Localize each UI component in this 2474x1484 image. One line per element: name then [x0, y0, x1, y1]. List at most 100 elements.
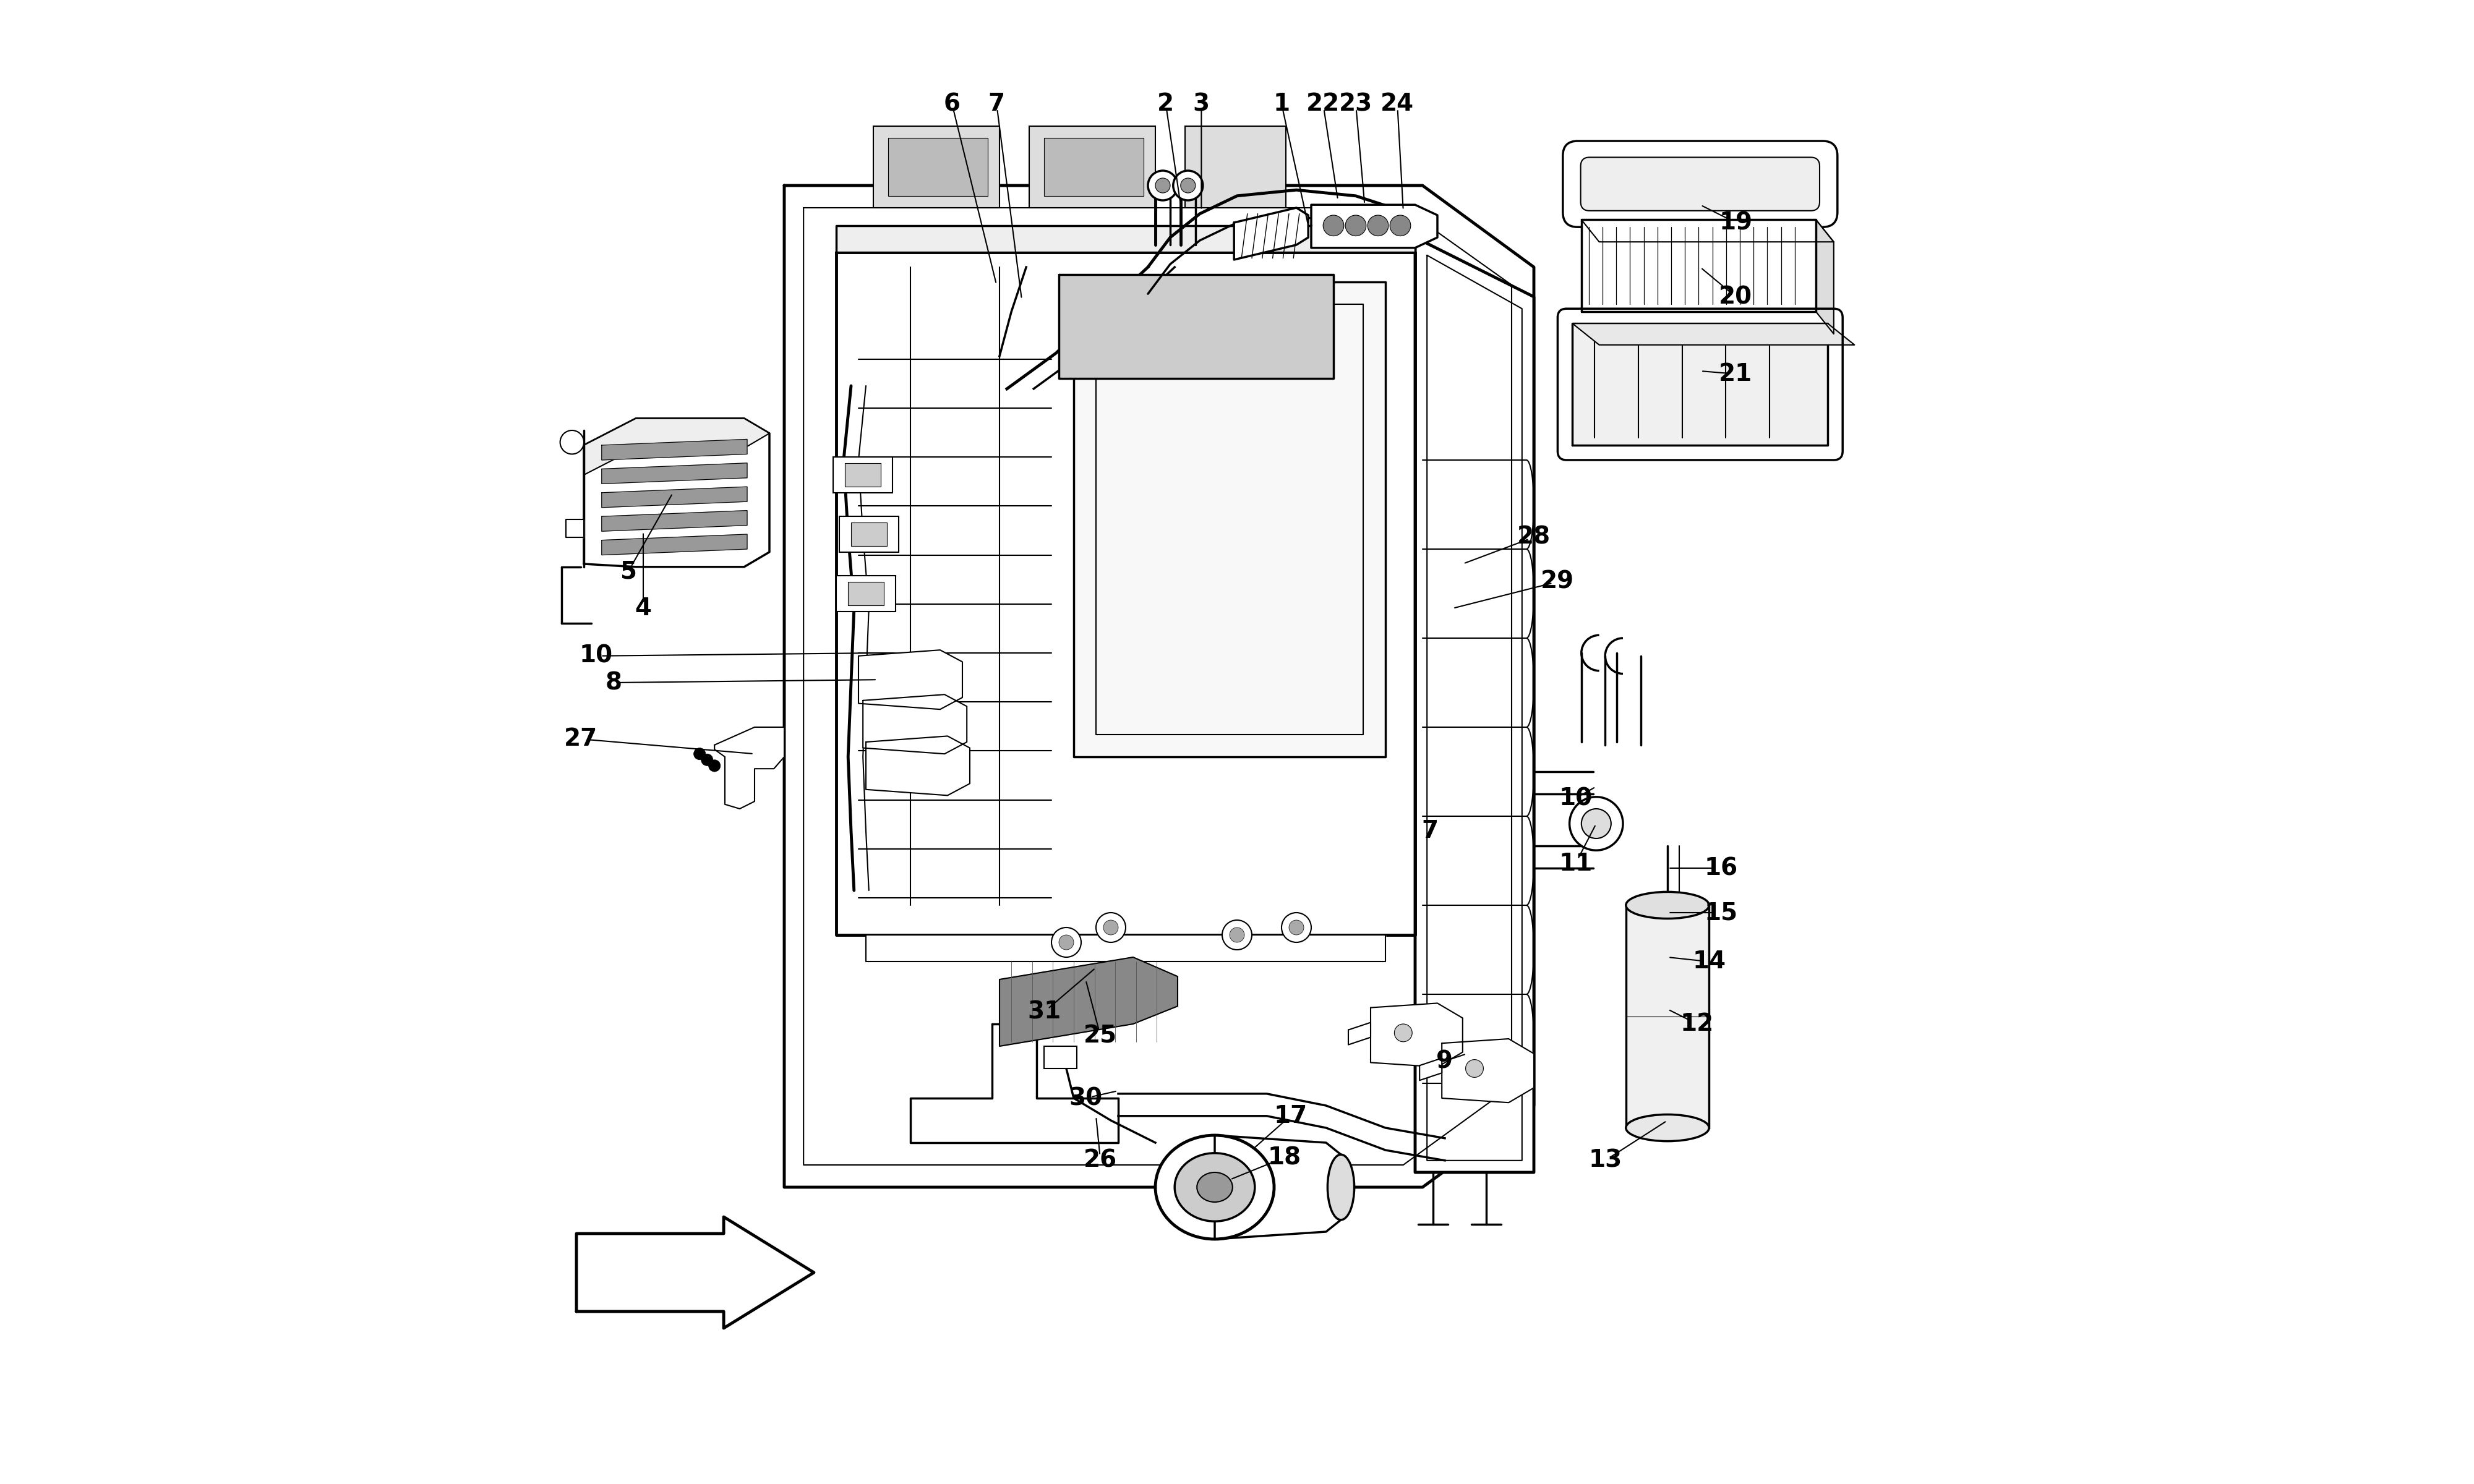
- Polygon shape: [601, 463, 747, 484]
- Text: 10: 10: [579, 644, 614, 668]
- Circle shape: [1180, 178, 1195, 193]
- Polygon shape: [1215, 1135, 1341, 1239]
- Ellipse shape: [1197, 1172, 1232, 1202]
- Polygon shape: [858, 650, 962, 709]
- Polygon shape: [567, 519, 584, 537]
- Circle shape: [1390, 215, 1410, 236]
- Polygon shape: [601, 510, 747, 531]
- Polygon shape: [601, 534, 747, 555]
- FancyBboxPatch shape: [1581, 157, 1821, 211]
- Text: 30: 30: [1069, 1086, 1103, 1110]
- Text: 11: 11: [1559, 852, 1593, 876]
- Circle shape: [1096, 913, 1126, 942]
- Circle shape: [1059, 935, 1074, 950]
- Text: 6: 6: [943, 92, 960, 116]
- Circle shape: [700, 754, 713, 766]
- Bar: [839, 516, 898, 552]
- Text: 4: 4: [636, 597, 651, 620]
- Text: 31: 31: [1027, 1000, 1061, 1024]
- Polygon shape: [1442, 1039, 1534, 1103]
- Bar: [1185, 126, 1286, 208]
- Bar: [888, 138, 987, 196]
- Circle shape: [559, 430, 584, 454]
- Circle shape: [1581, 809, 1611, 838]
- Bar: [873, 126, 999, 208]
- Polygon shape: [601, 487, 747, 508]
- Text: 1: 1: [1274, 92, 1289, 116]
- Polygon shape: [863, 695, 967, 754]
- Text: 16: 16: [1705, 856, 1737, 880]
- Circle shape: [1289, 920, 1304, 935]
- Polygon shape: [1348, 1022, 1371, 1045]
- Bar: [849, 582, 883, 605]
- Text: 18: 18: [1267, 1146, 1301, 1169]
- Polygon shape: [576, 1217, 814, 1328]
- Polygon shape: [1581, 220, 1833, 242]
- Polygon shape: [1420, 1058, 1442, 1080]
- Circle shape: [708, 760, 720, 772]
- Polygon shape: [1371, 1003, 1462, 1067]
- Text: 15: 15: [1705, 901, 1737, 925]
- Text: 22: 22: [1306, 92, 1341, 116]
- Text: 2: 2: [1158, 92, 1175, 116]
- Bar: [851, 522, 886, 546]
- Circle shape: [1324, 215, 1343, 236]
- Polygon shape: [836, 252, 1415, 935]
- Text: 25: 25: [1084, 1024, 1118, 1048]
- Circle shape: [1465, 1060, 1484, 1077]
- Bar: [1029, 126, 1155, 208]
- Polygon shape: [1235, 208, 1309, 260]
- Text: 28: 28: [1517, 525, 1551, 549]
- Ellipse shape: [1175, 1153, 1254, 1221]
- Polygon shape: [836, 226, 1415, 252]
- Text: 13: 13: [1588, 1149, 1623, 1172]
- Circle shape: [693, 748, 705, 760]
- Bar: [1044, 1046, 1076, 1068]
- Polygon shape: [784, 186, 1534, 1187]
- Text: 29: 29: [1541, 570, 1573, 594]
- Polygon shape: [584, 418, 769, 475]
- Circle shape: [1222, 920, 1252, 950]
- Text: 14: 14: [1692, 950, 1727, 974]
- Ellipse shape: [1625, 892, 1710, 919]
- Circle shape: [1368, 215, 1388, 236]
- Text: 7: 7: [987, 92, 1004, 116]
- Text: 5: 5: [621, 559, 636, 583]
- Polygon shape: [999, 957, 1178, 1046]
- Ellipse shape: [1329, 1155, 1353, 1220]
- Circle shape: [1051, 927, 1081, 957]
- Text: 19: 19: [1719, 211, 1752, 234]
- Polygon shape: [584, 418, 769, 567]
- Text: 23: 23: [1338, 92, 1373, 116]
- Circle shape: [1230, 927, 1244, 942]
- Polygon shape: [1816, 220, 1833, 334]
- Text: 3: 3: [1192, 92, 1210, 116]
- Circle shape: [1103, 920, 1118, 935]
- Bar: [846, 463, 881, 487]
- Bar: [1044, 138, 1143, 196]
- Text: 7: 7: [1423, 819, 1437, 843]
- Ellipse shape: [1625, 1114, 1710, 1141]
- Circle shape: [1395, 1024, 1413, 1042]
- Circle shape: [1148, 171, 1178, 200]
- Polygon shape: [910, 1024, 1118, 1143]
- Text: 12: 12: [1680, 1012, 1714, 1036]
- Polygon shape: [1573, 324, 1828, 445]
- Text: 26: 26: [1084, 1149, 1118, 1172]
- Bar: [1625, 905, 1710, 1128]
- Text: 9: 9: [1437, 1049, 1452, 1073]
- Ellipse shape: [1155, 1135, 1274, 1239]
- Polygon shape: [1311, 205, 1437, 248]
- Text: 10: 10: [1559, 787, 1593, 810]
- Polygon shape: [1415, 237, 1534, 1172]
- Text: 17: 17: [1274, 1104, 1306, 1128]
- Circle shape: [1173, 171, 1202, 200]
- Polygon shape: [866, 935, 1385, 962]
- Polygon shape: [866, 736, 970, 795]
- Text: 20: 20: [1719, 285, 1752, 309]
- Circle shape: [1346, 215, 1366, 236]
- Text: 24: 24: [1380, 92, 1415, 116]
- Circle shape: [1569, 797, 1623, 850]
- Polygon shape: [1573, 324, 1856, 344]
- Polygon shape: [1581, 220, 1816, 312]
